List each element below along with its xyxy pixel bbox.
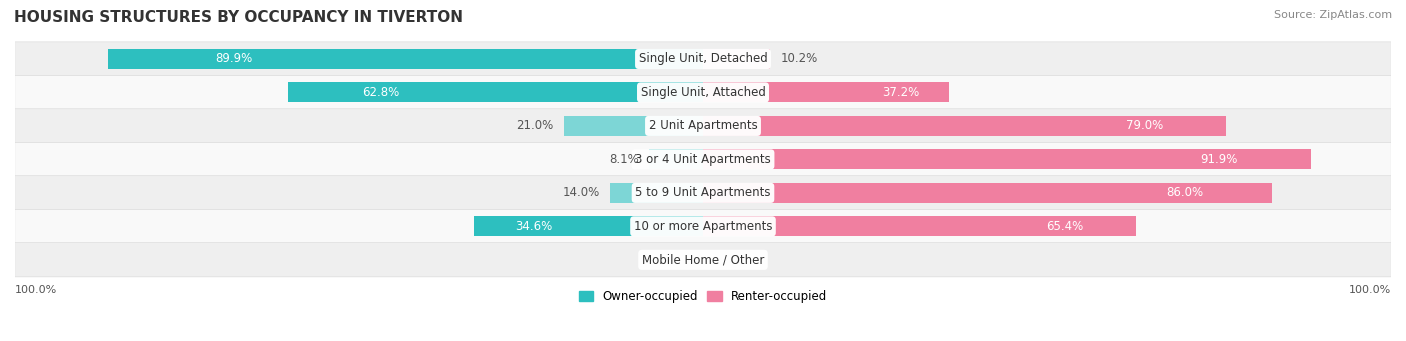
FancyBboxPatch shape: [15, 243, 1391, 277]
Bar: [564, 116, 703, 136]
Text: 10 or more Apartments: 10 or more Apartments: [634, 220, 772, 233]
Text: 79.0%: 79.0%: [1126, 119, 1163, 132]
Text: 91.9%: 91.9%: [1201, 153, 1239, 166]
Text: 100.0%: 100.0%: [15, 285, 58, 295]
FancyBboxPatch shape: [15, 209, 1391, 243]
Text: Single Unit, Detached: Single Unit, Detached: [638, 53, 768, 65]
Text: 89.9%: 89.9%: [215, 53, 253, 65]
Text: 2 Unit Apartments: 2 Unit Apartments: [648, 119, 758, 132]
Legend: Owner-occupied, Renter-occupied: Owner-occupied, Renter-occupied: [579, 290, 827, 303]
Text: Mobile Home / Other: Mobile Home / Other: [641, 253, 765, 266]
Text: 100.0%: 100.0%: [1348, 285, 1391, 295]
FancyBboxPatch shape: [15, 176, 1391, 210]
Bar: [703, 183, 1272, 203]
Text: 14.0%: 14.0%: [562, 187, 600, 199]
Bar: [703, 49, 770, 69]
Bar: [650, 149, 703, 169]
Text: 10.2%: 10.2%: [782, 53, 818, 65]
Text: 5 to 9 Unit Apartments: 5 to 9 Unit Apartments: [636, 187, 770, 199]
Text: HOUSING STRUCTURES BY OCCUPANCY IN TIVERTON: HOUSING STRUCTURES BY OCCUPANCY IN TIVER…: [14, 10, 463, 25]
Text: Source: ZipAtlas.com: Source: ZipAtlas.com: [1274, 10, 1392, 20]
Text: 21.0%: 21.0%: [516, 119, 554, 132]
Text: 3 or 4 Unit Apartments: 3 or 4 Unit Apartments: [636, 153, 770, 166]
Text: 65.4%: 65.4%: [1046, 220, 1084, 233]
Bar: [703, 149, 1310, 169]
Bar: [474, 216, 703, 236]
FancyBboxPatch shape: [15, 109, 1391, 143]
Bar: [703, 83, 949, 103]
Text: 62.8%: 62.8%: [363, 86, 399, 99]
Bar: [703, 216, 1136, 236]
Text: 34.6%: 34.6%: [516, 220, 553, 233]
Bar: [703, 116, 1226, 136]
FancyBboxPatch shape: [15, 75, 1391, 109]
Bar: [108, 49, 703, 69]
FancyBboxPatch shape: [15, 42, 1391, 76]
Text: 8.1%: 8.1%: [609, 153, 638, 166]
Bar: [610, 183, 703, 203]
FancyBboxPatch shape: [15, 142, 1391, 177]
Bar: [288, 83, 703, 103]
Text: 86.0%: 86.0%: [1167, 187, 1204, 199]
Text: 37.2%: 37.2%: [883, 86, 920, 99]
Text: Single Unit, Attached: Single Unit, Attached: [641, 86, 765, 99]
